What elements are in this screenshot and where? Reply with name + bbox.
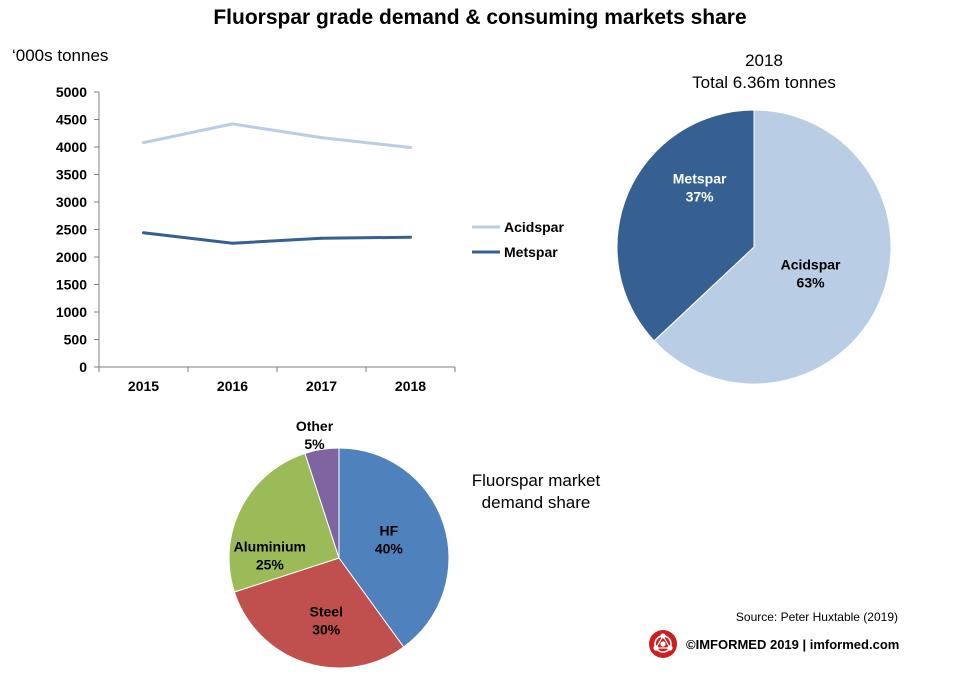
footer-text: ©IMFORMED 2019 | imformed.com	[686, 636, 900, 652]
y-tick-label: 4500	[56, 112, 87, 128]
market-pie-label-other: Other	[296, 418, 334, 434]
grade-pie-slice-acidspar	[653, 109, 892, 385]
y-tick-label: 1500	[56, 277, 87, 293]
market-pie-slice-other	[304, 447, 340, 559]
imformed-logo-icon	[649, 630, 677, 658]
source-note: Source: Peter Huxtable (2019)	[735, 610, 898, 624]
data-point-acidspar	[320, 136, 323, 140]
data-point-acidspar	[231, 122, 234, 126]
grade-pie-pct-acidspar: 63%	[797, 275, 826, 291]
y-tick-label: 3000	[56, 194, 87, 210]
y-tick-label: 0	[79, 359, 87, 375]
y-tick-label: 2000	[56, 249, 87, 265]
legend-label-metspar: Metspar	[504, 244, 558, 260]
y-axis-unit-label: ‘000s tonnes	[12, 46, 109, 65]
grade-pie-pct-metspar: 37%	[686, 188, 715, 204]
y-tick-label: 2500	[56, 222, 87, 238]
data-point-acidspar	[142, 141, 145, 145]
y-tick-label: 500	[64, 332, 88, 348]
data-point-metspar	[409, 235, 412, 239]
market-pie-slice-steel	[233, 557, 405, 669]
data-point-acidspar	[409, 146, 412, 150]
market-pie-caption-line1: Fluorspar market	[471, 471, 601, 490]
footer: ©IMFORMED 2019 | imformed.com	[648, 628, 899, 660]
market-pie-caption-line2: demand share	[481, 493, 591, 512]
data-point-metspar	[142, 231, 145, 235]
grade-pie-label-metspar: Metspar	[673, 170, 727, 186]
data-point-metspar	[231, 241, 234, 245]
market-pie-pct-steel: 30%	[312, 621, 341, 637]
x-tick-label: 2017	[306, 378, 337, 394]
market-pie-pct-other: 5%	[304, 436, 325, 452]
x-tick-label: 2016	[217, 378, 248, 394]
y-tick-label: 5000	[56, 84, 87, 100]
grade-pie-slice-metspar	[616, 109, 755, 342]
y-tick-label: 1000	[56, 304, 87, 320]
pie-2018-caption: 2018 Total 6.36m tonnes	[664, 50, 864, 94]
pie-2018-title: 2018	[745, 51, 783, 70]
y-tick-label: 3500	[56, 167, 87, 183]
grade-pie-label-acidspar: Acidspar	[781, 257, 841, 273]
market-pie-caption: Fluorspar market demand share	[446, 470, 626, 514]
series-line-acidspar	[143, 122, 411, 150]
market-pie-pct-hf: 40%	[375, 540, 404, 556]
x-tick-label: 2018	[395, 378, 426, 394]
market-pie-label-hf: HF	[380, 522, 399, 538]
pie-2018-subtitle: Total 6.36m tonnes	[692, 73, 836, 92]
data-point-metspar	[320, 236, 323, 240]
market-pie-label-steel: Steel	[310, 603, 343, 619]
x-tick-label: 2015	[128, 378, 159, 394]
market-pie-slice-hf	[338, 447, 450, 648]
legend-label-acidspar: Acidspar	[504, 219, 564, 235]
y-tick-label: 4000	[56, 139, 87, 155]
chart-title: Fluorspar grade demand & consuming marke…	[213, 6, 747, 29]
market-pie-pct-aluminium: 25%	[256, 556, 285, 572]
series-line-metspar	[143, 231, 411, 245]
market-pie-label-aluminium: Aluminium	[234, 538, 306, 554]
market-pie-slice-aluminium	[228, 452, 340, 593]
